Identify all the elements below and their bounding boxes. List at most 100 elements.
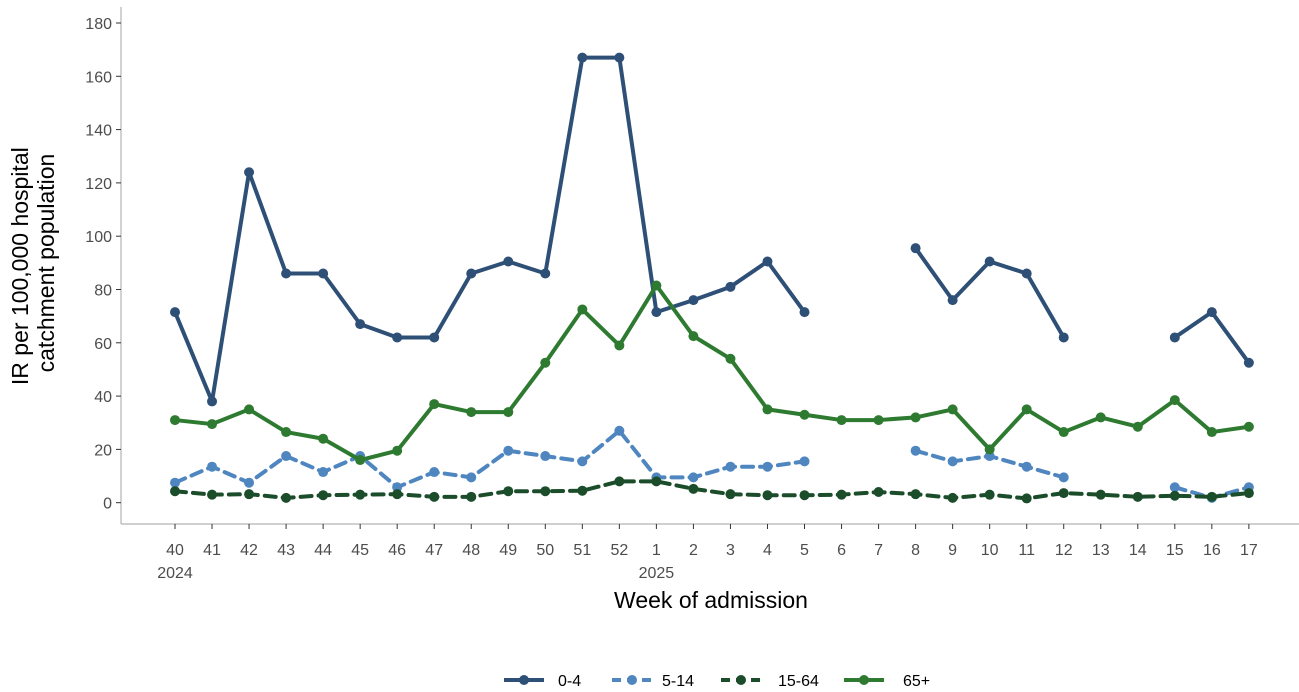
x-year-label: 2024	[157, 565, 193, 582]
legend-item-5-14: 5-14	[612, 673, 694, 690]
data-point	[540, 451, 551, 462]
data-point	[429, 399, 440, 410]
data-point	[688, 295, 699, 306]
data-point	[651, 307, 662, 318]
x-tick-label: 5	[800, 542, 809, 559]
y-axis-title: IR per 100,000 hospital catchment popula…	[7, 141, 59, 385]
data-point	[725, 489, 736, 500]
data-point	[577, 52, 588, 63]
data-point	[762, 461, 773, 472]
legend-swatch-point	[736, 675, 746, 685]
data-point	[1095, 412, 1106, 423]
x-tick-label: 51	[573, 542, 591, 559]
x-tick-label: 6	[837, 542, 846, 559]
data-point	[577, 456, 588, 467]
data-point	[503, 445, 514, 456]
data-point	[392, 332, 403, 343]
data-point	[799, 307, 810, 318]
y-tick-label: 40	[94, 389, 112, 406]
data-point	[762, 490, 773, 501]
data-point	[355, 319, 366, 330]
data-point	[207, 419, 218, 430]
data-point	[947, 456, 958, 467]
data-point	[207, 396, 218, 407]
data-point	[466, 472, 477, 483]
data-point	[1132, 421, 1143, 432]
data-point	[318, 433, 329, 444]
data-point	[429, 467, 440, 478]
data-point	[577, 304, 588, 315]
data-point	[355, 489, 366, 500]
data-point	[1243, 421, 1254, 432]
y-axis-title-line-1: IR per 100,000 hospital	[7, 147, 33, 385]
data-point	[1021, 493, 1032, 504]
data-point	[466, 407, 477, 418]
x-tick-label: 41	[203, 542, 221, 559]
data-point	[540, 486, 551, 497]
series-layer	[170, 52, 1254, 504]
data-point	[170, 307, 180, 318]
data-point	[281, 427, 292, 438]
x-tick-label: 1	[652, 542, 661, 559]
data-point	[1058, 427, 1069, 438]
y-tick-label: 80	[94, 282, 112, 299]
data-point	[688, 331, 699, 342]
x-tick-label: 52	[610, 542, 628, 559]
data-point	[1169, 395, 1180, 406]
data-point	[1021, 268, 1032, 279]
data-point	[429, 491, 440, 502]
data-point	[651, 280, 662, 291]
legend-swatch-point	[519, 675, 529, 685]
data-point	[207, 489, 218, 500]
data-point	[725, 461, 736, 472]
data-point	[910, 243, 921, 254]
data-point	[947, 404, 958, 415]
data-point	[207, 461, 218, 472]
data-point	[355, 455, 366, 466]
data-point	[1095, 489, 1106, 500]
legend-label: 65+	[903, 673, 930, 690]
data-point	[1206, 307, 1217, 318]
data-point	[244, 489, 255, 500]
series-15-64	[170, 476, 1254, 504]
legend-item-0-4: 0-4	[504, 673, 581, 690]
data-point	[318, 467, 329, 478]
data-point	[1058, 488, 1069, 499]
data-point	[540, 268, 551, 279]
data-point	[503, 407, 514, 418]
series-line	[173, 428, 807, 490]
data-point	[873, 487, 884, 498]
y-tick-label: 180	[85, 16, 112, 33]
x-tick-label: 46	[388, 542, 406, 559]
x-tick-label: 15	[1166, 542, 1184, 559]
data-point	[947, 492, 958, 503]
x-tick-label: 9	[948, 542, 957, 559]
data-point	[614, 476, 625, 487]
data-point	[799, 456, 810, 467]
data-point	[1206, 491, 1217, 502]
y-tick-label: 120	[85, 176, 112, 193]
x-tick-label: 7	[874, 542, 883, 559]
data-point	[392, 489, 403, 500]
data-point	[318, 268, 329, 279]
x-tick-label: 14	[1129, 542, 1147, 559]
data-point	[1021, 404, 1032, 415]
data-point	[688, 483, 699, 494]
x-tick-label: 16	[1203, 542, 1221, 559]
x-tick-label: 40	[166, 542, 184, 559]
data-point	[614, 340, 625, 351]
x-tick-label: 43	[277, 542, 295, 559]
series-0-4	[170, 52, 1254, 407]
x-tick-label: 45	[351, 542, 369, 559]
data-point	[1169, 332, 1180, 343]
data-point	[688, 472, 699, 483]
x-tick-label: 10	[981, 542, 999, 559]
data-point	[1058, 332, 1069, 343]
x-tick-label: 3	[726, 542, 735, 559]
data-point	[1021, 461, 1032, 472]
x-tick-label: 49	[499, 542, 517, 559]
data-point	[762, 404, 773, 415]
x-tick-label: 48	[462, 542, 480, 559]
